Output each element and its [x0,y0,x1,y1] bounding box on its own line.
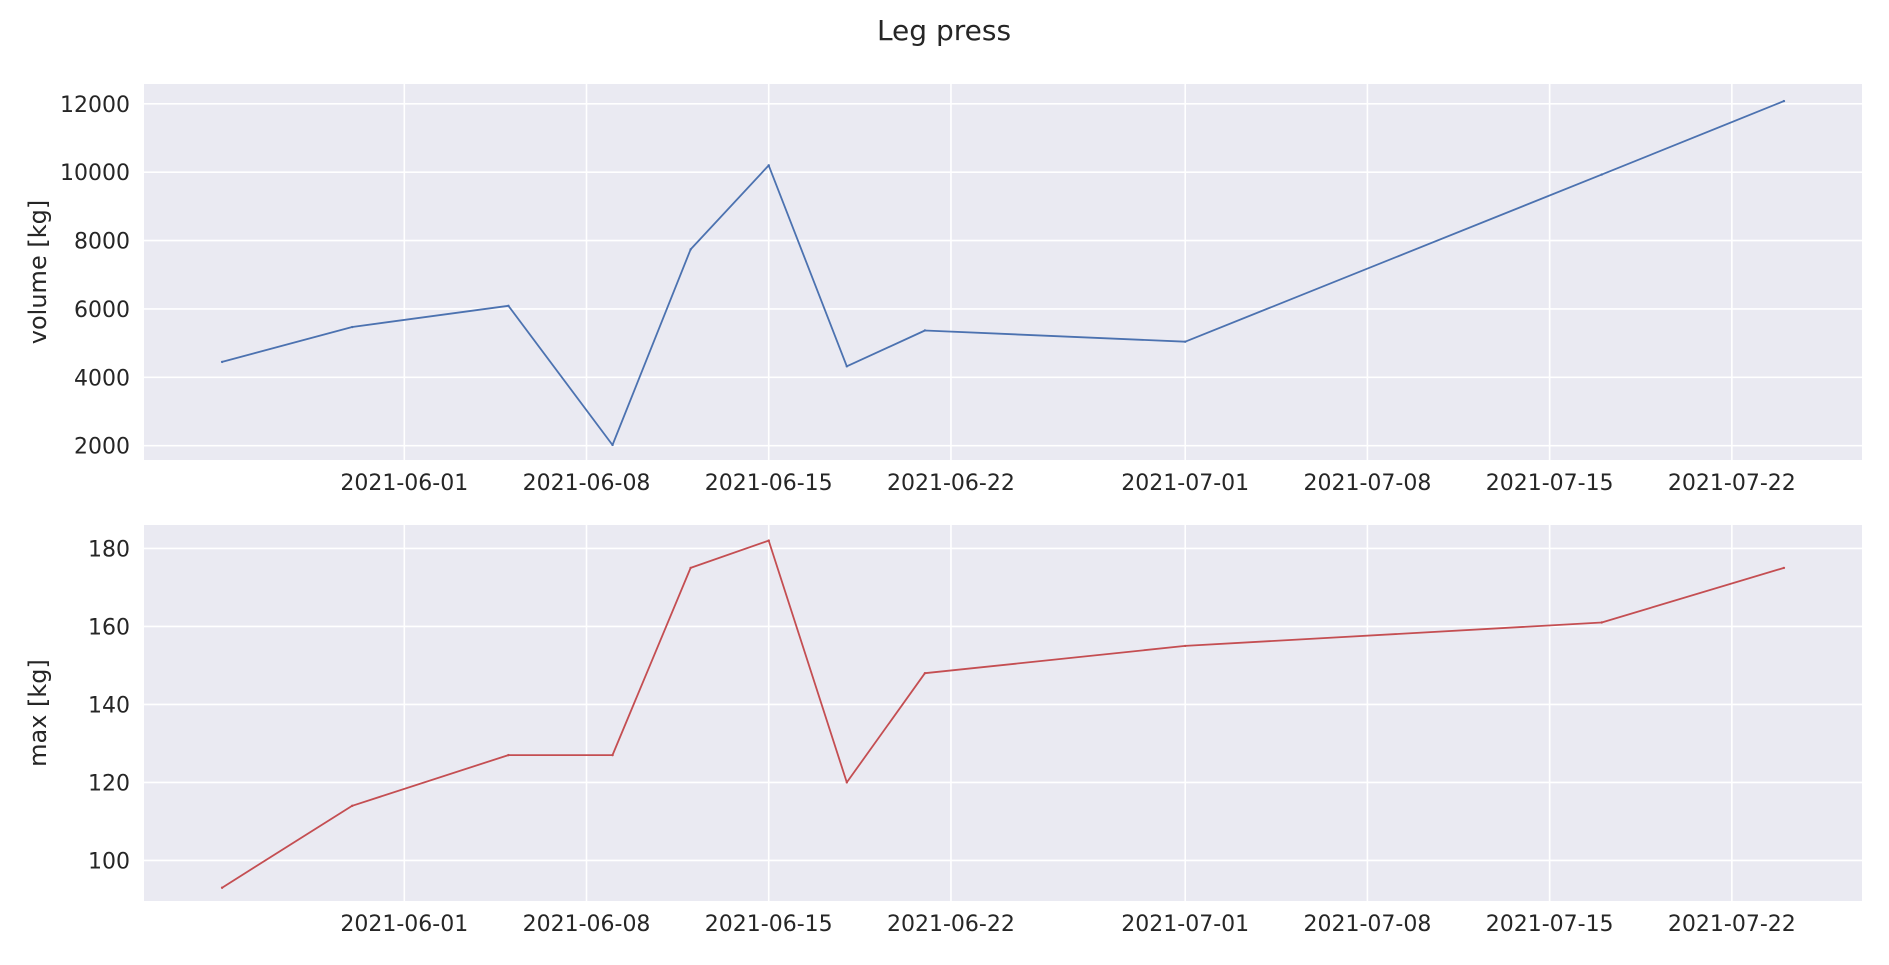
data-point [1782,99,1786,103]
x-tick-label: 2021-06-22 [887,471,1015,496]
y-axis-label: volume [kg] [24,200,52,344]
data-point [1184,644,1187,648]
data-point [611,753,614,757]
figure-title: Leg press [877,14,1011,47]
data-point [923,672,927,675]
y-tick-label: 120 [88,771,130,796]
data-point [1600,173,1603,176]
y-tick-label: 180 [88,537,130,562]
x-tick-label: 2021-06-08 [523,471,651,496]
x-tick-label: 2021-07-01 [1121,912,1249,937]
data-point [845,781,849,784]
data-point [689,566,692,570]
x-tick-label: 2021-07-08 [1303,471,1431,496]
y-tick-label: 140 [88,693,130,718]
volume-subplot: 2000 4000 6000 8000 10000 12000 2021-06-01 2021… [24,84,1862,496]
y-tick-label: 2000 [74,435,130,460]
data-point [351,325,354,329]
x-tick-label: 2021-07-15 [1486,912,1614,937]
y-tick-label: 160 [88,615,130,640]
max-subplot: 100 120 140 160 180 2021-06-01 2021-06-08 2021-… [24,525,1862,937]
x-tick-label: 2021-06-22 [887,912,1015,937]
data-point [220,886,224,889]
y-axis-label: max [kg] [24,659,52,767]
y-tick-label: 4000 [74,366,130,391]
x-tick-label: 2021-06-01 [340,912,468,937]
y-tick-label: 10000 [60,161,130,186]
x-tick-label: 2021-06-08 [523,912,651,937]
data-point [1782,566,1786,570]
data-point [507,304,510,308]
data-point [689,248,692,251]
data-point [351,804,354,808]
plot-area [144,525,1862,901]
data-point [767,164,770,167]
x-tick-label: 2021-06-15 [705,912,833,937]
y-tick-label: 12000 [60,93,130,118]
x-tick-label: 2021-07-08 [1303,912,1431,937]
x-tick-label: 2021-07-22 [1668,471,1796,496]
y-tick-label: 6000 [74,298,130,323]
data-point [1600,621,1603,624]
data-point [1184,340,1187,343]
x-tick-label: 2021-06-15 [705,471,833,496]
plot-area [144,84,1862,460]
x-tick-label: 2021-07-01 [1121,471,1249,496]
data-point [507,753,510,757]
data-point [923,329,927,332]
y-tick-label: 8000 [74,230,130,255]
data-point [611,443,614,447]
x-tick-label: 2021-07-22 [1668,912,1796,937]
data-point [845,365,849,368]
data-point [767,539,770,542]
x-tick-label: 2021-07-15 [1486,471,1614,496]
y-tick-label: 100 [88,849,130,874]
data-point [220,360,224,364]
x-tick-label: 2021-06-01 [340,471,468,496]
